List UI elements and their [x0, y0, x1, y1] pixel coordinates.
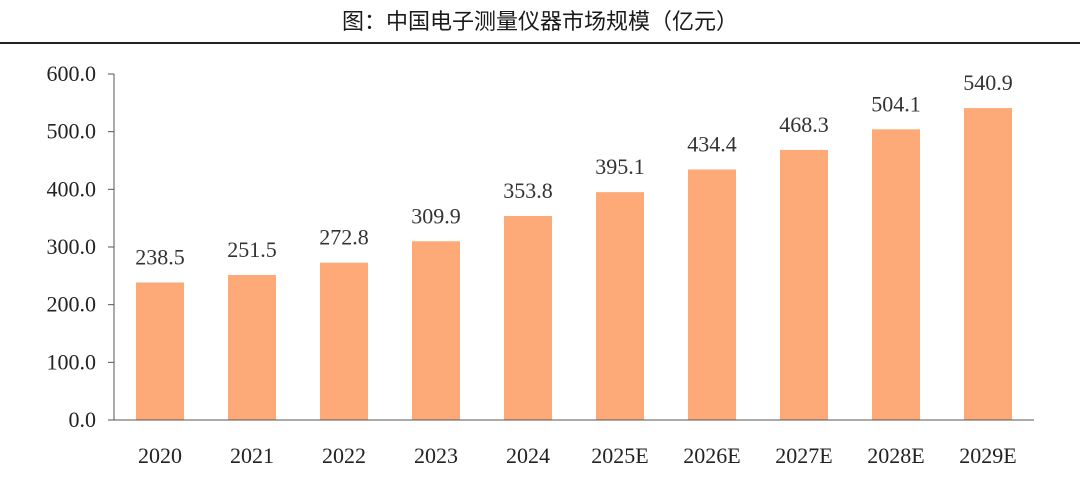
bar: [504, 215, 552, 420]
y-tick-label: 500.0: [47, 119, 97, 144]
x-tick-label: 2026E: [683, 443, 740, 468]
bar: [596, 192, 644, 420]
y-tick-label: 400.0: [47, 176, 97, 201]
y-tick-label: 300.0: [47, 234, 97, 259]
x-tick-label: 2024: [506, 443, 550, 468]
bar: [872, 129, 920, 420]
bar: [688, 169, 736, 420]
y-tick-label: 600.0: [47, 61, 97, 86]
data-label: 238.5: [135, 244, 185, 269]
data-label: 434.4: [687, 131, 737, 156]
y-axis: 0.0 100.0 200.0 300.0 400.0 500.0 600.0: [47, 61, 115, 432]
chart-title: 图：中国电子测量仪器市场规模（亿元）: [341, 10, 738, 35]
title-divider: [0, 42, 1080, 44]
bar: [412, 241, 460, 420]
x-tick-label: 2025E: [591, 443, 648, 468]
bar: [228, 274, 276, 420]
x-tick-label: 2020: [138, 443, 182, 468]
x-tick-label: 2021: [230, 443, 274, 468]
y-tick-label: 0.0: [69, 407, 97, 432]
data-label: 395.1: [595, 154, 645, 179]
data-label: 353.8: [503, 178, 553, 203]
x-axis: 2020 2021 2022 2023 2024 2025E 2026E 2027E 2028E…: [114, 419, 1034, 468]
y-tick-label: 200.0: [47, 292, 97, 317]
bar: [964, 108, 1012, 421]
x-tick-label: 2029E: [959, 443, 1016, 468]
bar: [320, 262, 368, 420]
data-label: 272.8: [319, 225, 369, 250]
y-tick-label: 100.0: [47, 349, 97, 374]
x-tick-label: 2022: [322, 443, 366, 468]
data-label: 468.3: [779, 112, 829, 137]
data-label: 251.5: [227, 237, 277, 262]
data-label: 309.9: [411, 203, 461, 228]
data-label: 540.9: [963, 70, 1013, 95]
data-label: 504.1: [871, 91, 921, 116]
x-tick-label: 2027E: [775, 443, 832, 468]
x-tick-label: 2028E: [867, 443, 924, 468]
bar: [780, 149, 828, 420]
x-tick-label: 2023: [414, 443, 458, 468]
bar: [136, 282, 184, 420]
bars: 238.5 251.5 272.8 309.9 353.8 395.1 434.4 468.3…: [135, 70, 1013, 421]
